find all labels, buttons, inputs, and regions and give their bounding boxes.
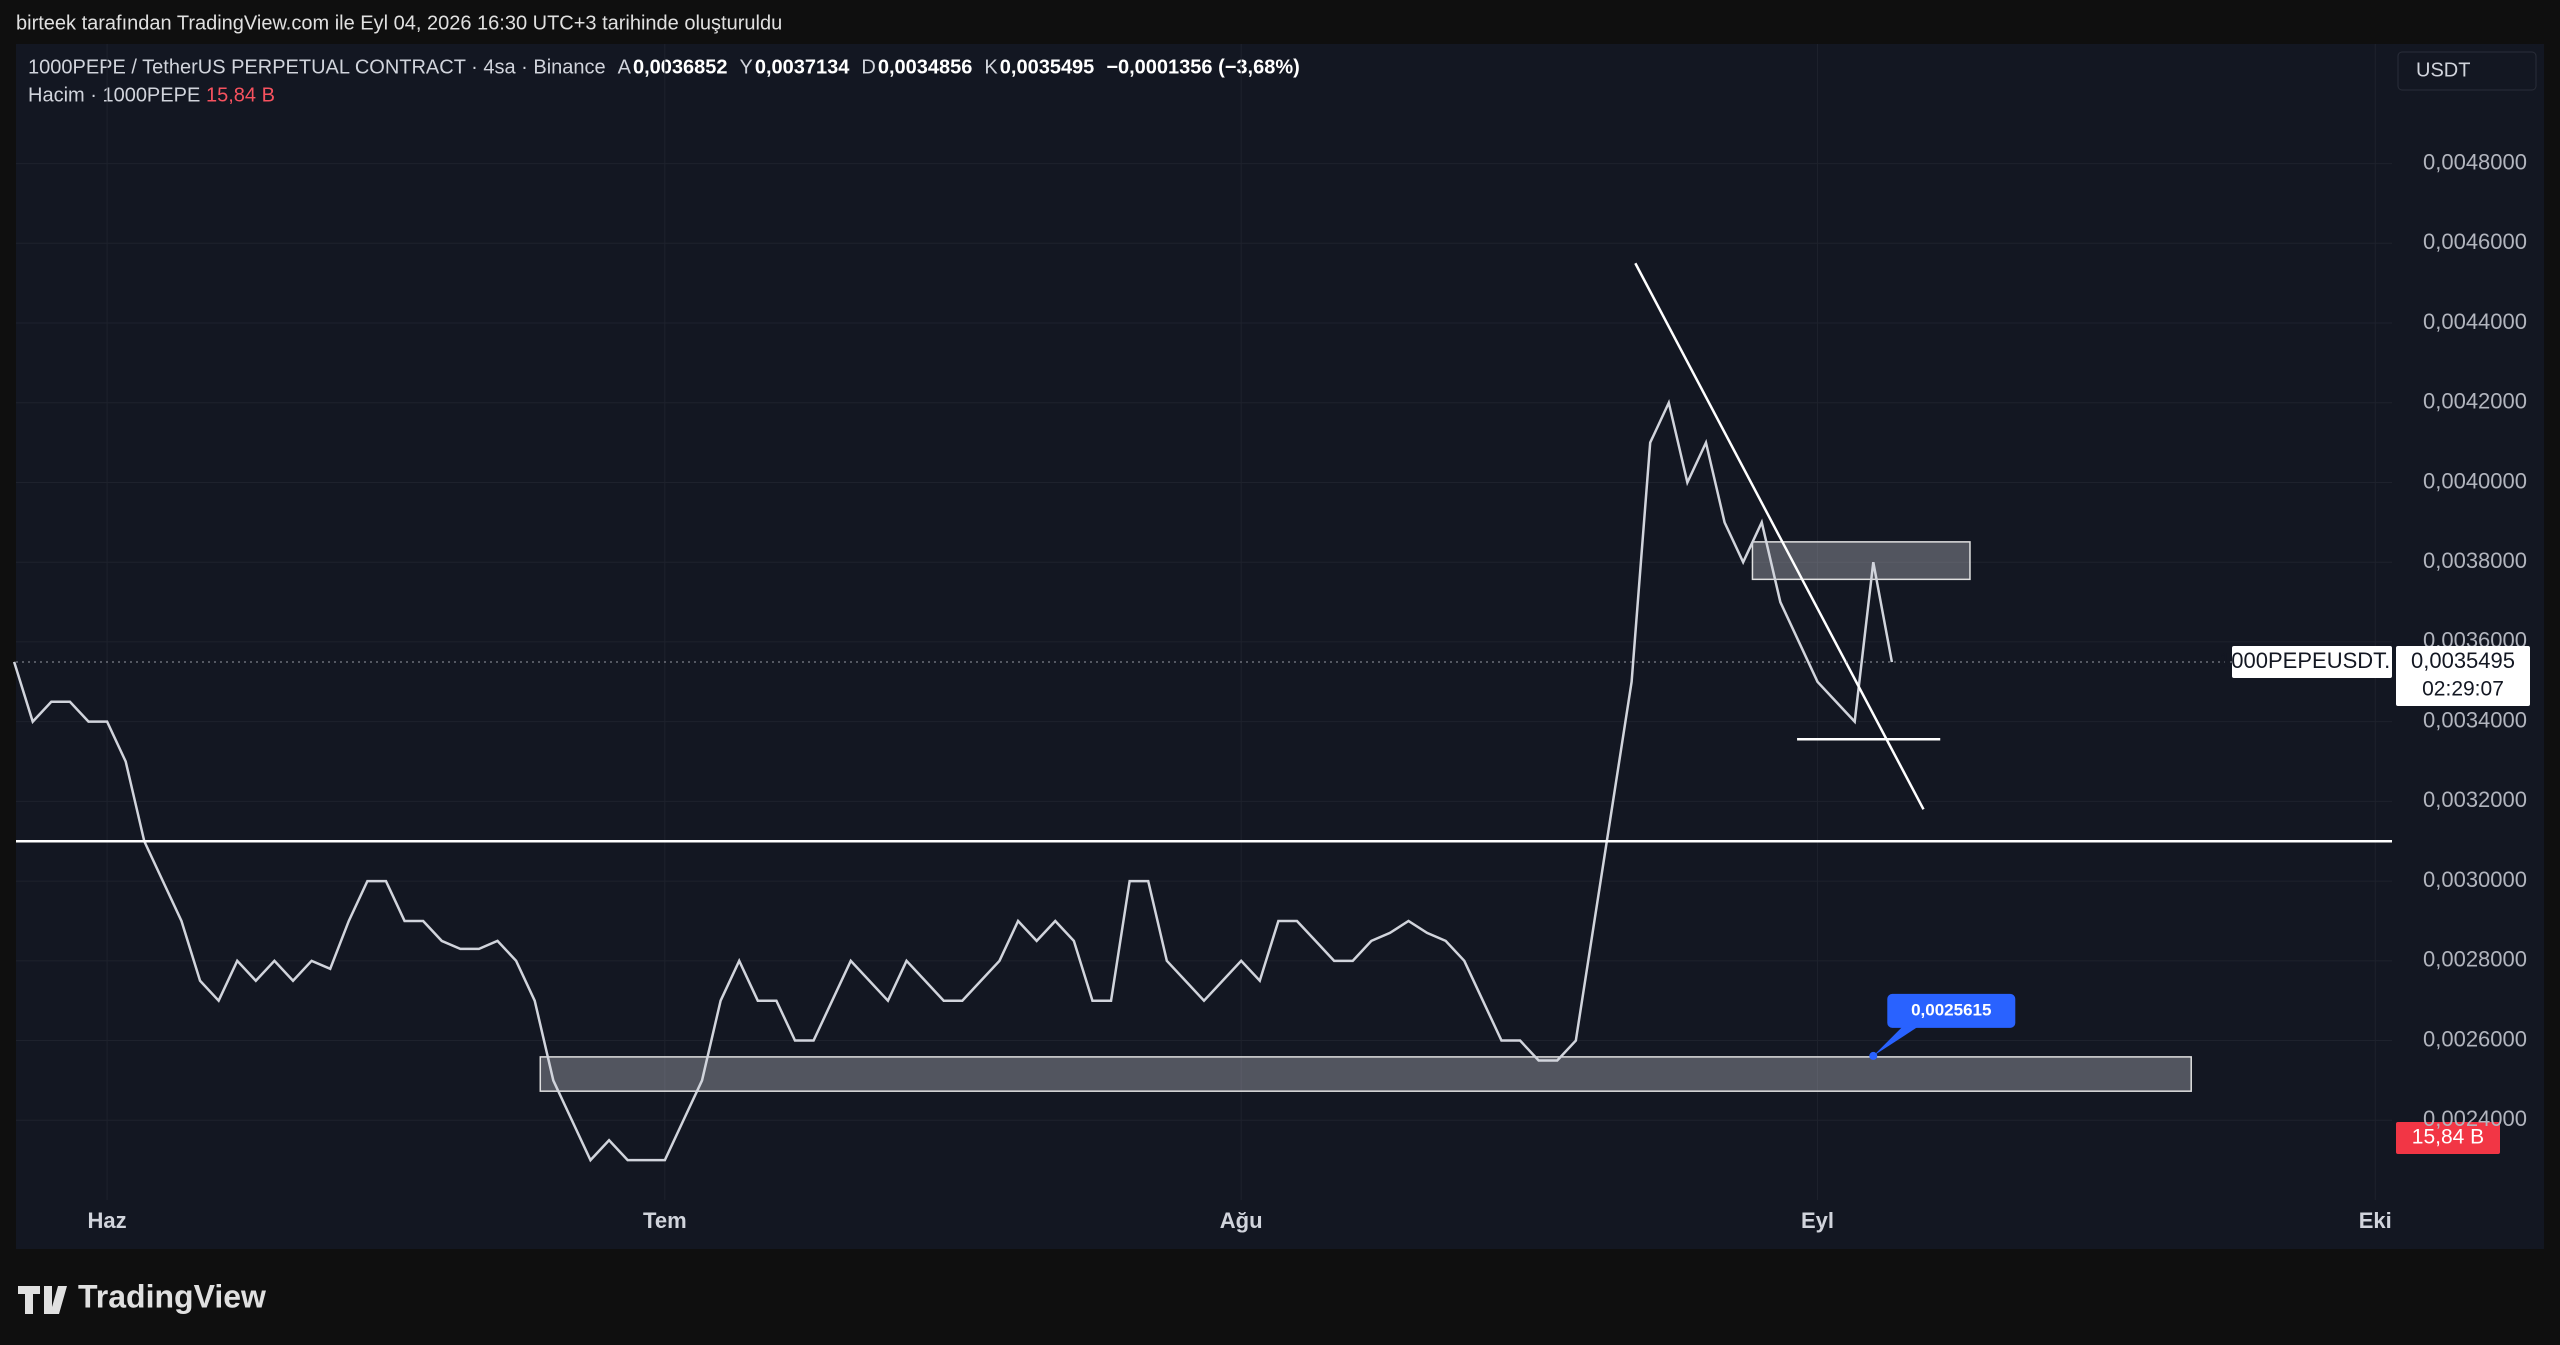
last-price: 0,0035495 — [2411, 648, 2515, 673]
ohlc-value: 0,0037134 — [755, 56, 850, 78]
countdown: 02:29:07 — [2422, 678, 2504, 701]
ohlc-value: 0,0034856 — [878, 56, 973, 78]
symbol: 1000PEPE / TetherUS PERPETUAL CONTRACT ·… — [28, 56, 606, 78]
caption: birteek tarafından TradingView.com ile E… — [16, 12, 782, 34]
trend-line — [1634, 262, 1925, 810]
currency-button[interactable] — [2397, 51, 2537, 91]
callout-point — [1869, 1051, 1878, 1060]
callout-label: 0,0025615 — [1911, 1000, 1991, 1019]
currency[interactable]: USDT — [2416, 59, 2470, 81]
callout-pointer — [1873, 1025, 1920, 1056]
y-tick-label: 0,0032000 — [2423, 787, 2527, 812]
ohlc-key: K — [984, 56, 998, 78]
brand[interactable]: TradingView — [78, 1278, 266, 1314]
price-badge — [2396, 646, 2530, 707]
volume-value: 15,84 B — [206, 84, 275, 106]
y-tick-label: 0,0040000 — [2423, 468, 2527, 493]
ticker: 1000PEPEUSDT.P — [2219, 648, 2405, 673]
y-tick-label: 0,0030000 — [2423, 867, 2527, 892]
ticker-badge — [2232, 646, 2392, 679]
zone-box — [539, 1056, 2192, 1092]
x-tick-label: Ağu — [1220, 1208, 1263, 1233]
y-tick-label: 0,0048000 — [2423, 149, 2527, 174]
price-line — [12, 398, 1894, 1163]
chart-panel — [16, 44, 2544, 1249]
ohlc-key: A — [618, 56, 632, 78]
callout-box — [1887, 993, 2016, 1028]
y-tick-label: 0,0026000 — [2423, 1026, 2527, 1051]
x-tick-label: Eyl — [1801, 1208, 1834, 1233]
y-tick-label: 0,0024000 — [2423, 1106, 2527, 1131]
volume-badge — [2396, 1122, 2500, 1154]
x-tick-label: Tem — [643, 1208, 687, 1233]
ohlc-key: Y — [740, 56, 753, 78]
ohlc-value: 0,0036852 — [633, 56, 728, 78]
brand-icon — [18, 1286, 67, 1314]
x-tick-label: Eki — [2359, 1208, 2392, 1233]
y-tick-label: 0,0028000 — [2423, 947, 2527, 972]
y-tick-label: 0,0034000 — [2423, 707, 2527, 732]
x-tick-label: Haz — [88, 1208, 127, 1233]
change: −0,0001356 (−3,68%) — [1106, 56, 1300, 78]
volume-badge-text: 15,84 B — [2412, 1126, 2484, 1149]
y-tick-label: 0,0046000 — [2423, 229, 2527, 254]
y-tick-label: 0,0044000 — [2423, 309, 2527, 334]
ohlc-value: 0,0035495 — [1000, 56, 1095, 78]
y-tick-label: 0,0038000 — [2423, 548, 2527, 573]
ohlc-key: D — [861, 56, 875, 78]
y-tick-label: 0,0042000 — [2423, 389, 2527, 414]
volume-title: Hacim · 1000PEPE — [28, 84, 200, 106]
zone-box — [1751, 541, 1971, 581]
